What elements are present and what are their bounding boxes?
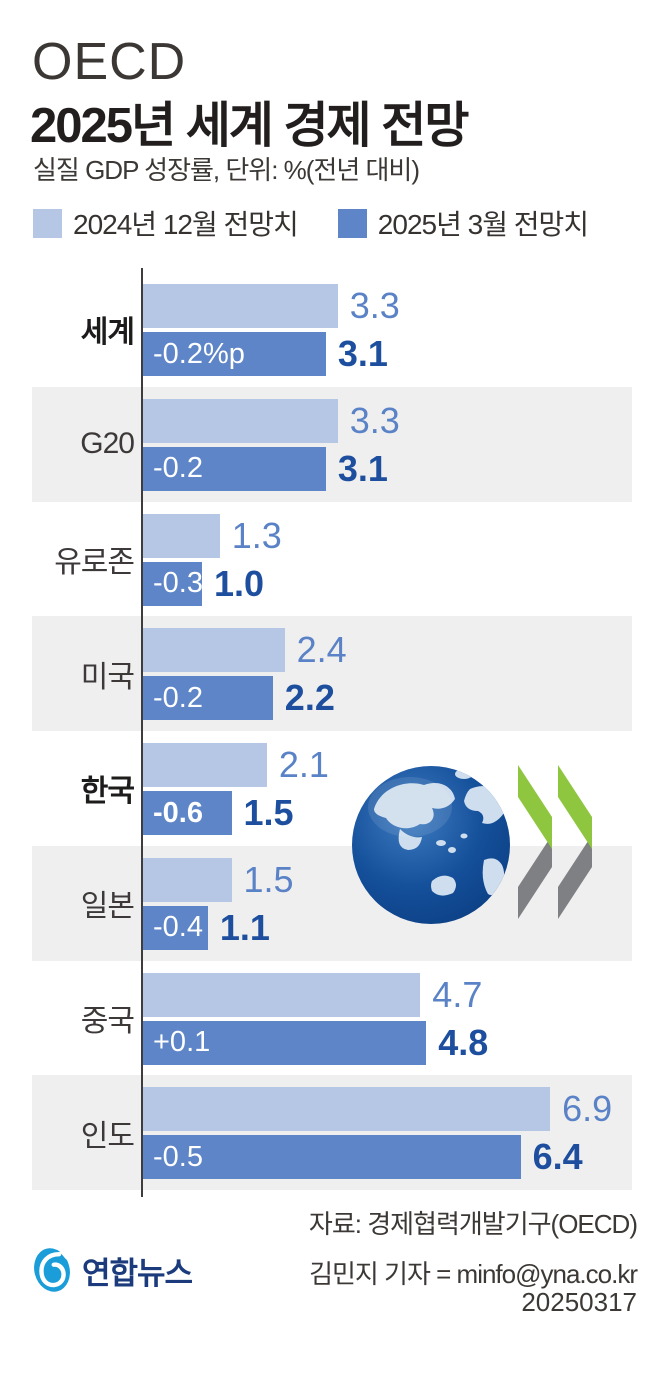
- bar-track-dec-forecast: 2.4: [32, 628, 632, 673]
- legend-label-mar-2025: 2025년 3월 전망치: [377, 209, 589, 240]
- bar-dec-forecast: [143, 743, 267, 787]
- chart-row: 미국 2.4 -0.2 2.2: [32, 616, 632, 731]
- chart-rows: 세계 3.3 -0.2%p 3.1 G20 3.3 -0.2 3.1 유로존 1.3 -0.3 1.0…: [32, 272, 632, 1190]
- change-label: -0.2: [153, 452, 203, 485]
- bar-track-dec-forecast: 1.5: [32, 857, 632, 902]
- category-label: 한국: [80, 775, 135, 809]
- chart-row: 인도 6.9 -0.5 6.4: [32, 1075, 632, 1190]
- bar-track-mar-forecast: -0.3 1.0: [32, 561, 632, 606]
- bar-track-mar-forecast: -0.5 6.4: [32, 1135, 632, 1180]
- value-dec-forecast: 1.3: [231, 514, 282, 556]
- chart-row: G20 3.3 -0.2 3.1: [32, 386, 632, 502]
- bar-track-dec-forecast: 3.3: [32, 284, 632, 328]
- bar-dec-forecast: [143, 628, 285, 673]
- bar-track-mar-forecast: -0.6 1.5: [32, 791, 632, 835]
- bar-track-mar-forecast: -0.4 1.1: [32, 905, 632, 950]
- value-dec-forecast: 2.1: [278, 744, 329, 785]
- category-label: 유로존: [54, 545, 135, 579]
- legend-item-dec-2024: 2024년 12월 전망치: [33, 203, 299, 243]
- chart-axis-line: [141, 268, 143, 1197]
- legend-item-mar-2025: 2025년 3월 전망치: [337, 203, 589, 243]
- category-label: 일본: [80, 890, 135, 924]
- value-dec-forecast: 3.3: [349, 285, 400, 326]
- legend-swatch-mar-2025-icon: [337, 208, 367, 238]
- bar-track-mar-forecast: -0.2 3.1: [32, 446, 632, 491]
- bar-track-dec-forecast: 2.1: [32, 743, 632, 787]
- bar-dec-forecast: [143, 857, 232, 902]
- bar-mar-forecast: +0.1: [143, 1020, 427, 1065]
- value-mar-forecast: 4.8: [438, 1021, 489, 1063]
- chart-row: 일본 1.5 -0.4 1.1: [32, 845, 632, 961]
- bar-mar-forecast: -0.4: [143, 905, 208, 950]
- value-mar-forecast: 1.1: [219, 906, 270, 948]
- bar-track-mar-forecast: -0.2 2.2: [32, 676, 632, 721]
- reporter-credit: 김민지 기자 = minfo@yna.co.kr: [309, 1259, 638, 1289]
- bar-track-dec-forecast: 3.3: [32, 398, 632, 443]
- bar-dec-forecast: [143, 1087, 551, 1132]
- date-stamp: 20250317: [521, 1287, 637, 1317]
- category-label: G20: [80, 427, 135, 461]
- bar-mar-forecast: -0.2: [143, 676, 273, 721]
- change-label: +0.1: [153, 1026, 211, 1058]
- kicker: OECD: [32, 33, 187, 91]
- value-dec-forecast: 2.4: [296, 629, 347, 671]
- value-mar-forecast: 3.1: [337, 333, 388, 374]
- category-label: 세계: [80, 316, 135, 350]
- bar-track-dec-forecast: 1.3: [32, 513, 632, 558]
- bar-dec-forecast: [143, 972, 421, 1017]
- legend: 2024년 12월 전망치 2025년 3월 전망치: [33, 203, 589, 243]
- change-label: -0.6: [153, 796, 203, 829]
- bar-mar-forecast: -0.2%p: [143, 332, 326, 376]
- value-dec-forecast: 1.5: [243, 858, 294, 900]
- category-label: 미국: [80, 660, 135, 694]
- bar-dec-forecast: [143, 284, 338, 328]
- bar-track-dec-forecast: 4.7: [32, 972, 632, 1017]
- bar-mar-forecast: -0.3: [143, 561, 203, 606]
- bar-track-mar-forecast: +0.1 4.8: [32, 1020, 632, 1065]
- category-label: 중국: [80, 1004, 135, 1038]
- yonhap-logo: 연합뉴스: [30, 1244, 193, 1296]
- chart-row: 세계 3.3 -0.2%p 3.1: [32, 272, 632, 387]
- oecd-globe-logo-icon: [352, 765, 592, 924]
- value-dec-forecast: 6.9: [562, 1088, 613, 1130]
- value-mar-forecast: 2.2: [284, 677, 335, 719]
- change-label: -0.4: [153, 911, 203, 944]
- value-dec-forecast: 3.3: [349, 399, 400, 441]
- category-label: 인도: [80, 1119, 135, 1153]
- change-label: -0.2: [153, 681, 203, 714]
- yonhap-logo-icon: [34, 1248, 70, 1292]
- value-mar-forecast: 6.4: [532, 1136, 583, 1178]
- bar-mar-forecast: -0.2: [143, 446, 326, 491]
- legend-swatch-dec-2024-icon: [33, 208, 62, 238]
- change-label: -0.2%p: [153, 337, 245, 370]
- bar-dec-forecast: [143, 513, 220, 558]
- chart-row: 한국 2.1 -0.6 1.5: [32, 731, 632, 846]
- change-label: -0.3: [153, 567, 203, 599]
- subtitle: 실질 GDP 성장률, 단위: %(전년 대비): [33, 155, 420, 185]
- change-label: -0.5: [153, 1140, 203, 1173]
- yonhap-logo-text: 연합뉴스: [82, 1255, 193, 1291]
- source-note: 자료: 경제협력개발기구(OECD): [308, 1209, 638, 1239]
- chart-row: 유로존 1.3 -0.3 1.0: [32, 502, 632, 617]
- chart-row: 중국 4.7 +0.1 4.8: [32, 961, 632, 1076]
- value-mar-forecast: 3.1: [337, 447, 388, 489]
- value-dec-forecast: 4.7: [432, 973, 483, 1015]
- value-mar-forecast: 1.0: [214, 562, 265, 604]
- page-title: 2025년 세계 경제 전망: [30, 99, 469, 153]
- legend-label-dec-2024: 2024년 12월 전망치: [73, 209, 299, 240]
- bar-dec-forecast: [143, 398, 338, 443]
- bar-track-dec-forecast: 6.9: [32, 1087, 632, 1132]
- bar-mar-forecast: -0.6: [143, 791, 232, 835]
- bar-track-mar-forecast: -0.2%p 3.1: [32, 332, 632, 376]
- bar-mar-forecast: -0.5: [143, 1135, 521, 1180]
- value-mar-forecast: 1.5: [243, 792, 294, 833]
